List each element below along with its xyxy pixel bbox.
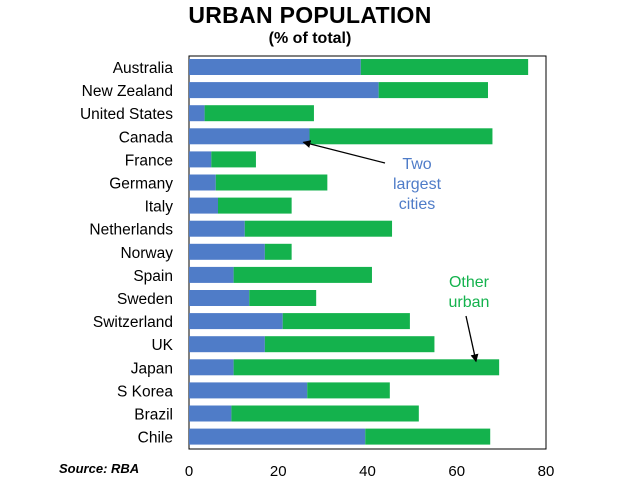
annotation-line: Two	[402, 156, 432, 173]
bar-other-urban	[309, 128, 493, 145]
bar-two-largest-cities	[189, 128, 310, 145]
bar-two-largest-cities	[189, 151, 212, 168]
annotation-line: largest	[392, 176, 442, 193]
category-label: Italy	[145, 199, 174, 216]
bar-two-largest-cities	[189, 313, 283, 330]
chart-subtitle: (% of total)	[268, 30, 352, 47]
annotation-arrow-canada	[302, 140, 386, 164]
bar-other-urban	[264, 243, 292, 260]
bar-other-urban	[233, 359, 500, 376]
x-tick-label: 80	[538, 463, 555, 480]
bar-two-largest-cities	[189, 243, 265, 260]
bar-two-largest-cities	[189, 82, 379, 99]
x-tick-label: 40	[359, 463, 376, 480]
bar-other-urban	[378, 82, 488, 99]
bar-other-urban	[307, 382, 390, 399]
bar-two-largest-cities	[189, 266, 234, 283]
annotation-line: urban	[448, 294, 490, 311]
bar-other-urban	[215, 174, 328, 191]
chart-title: URBAN POPULATION	[188, 2, 432, 28]
category-label: France	[125, 152, 173, 169]
bar-two-largest-cities	[189, 382, 308, 399]
category-label: Norway	[120, 245, 173, 262]
bar-two-largest-cities	[189, 336, 265, 353]
bar-other-urban	[204, 105, 314, 122]
bar-two-largest-cities	[189, 59, 361, 75]
category-label: Switzerland	[93, 314, 173, 331]
bar-two-largest-cities	[189, 405, 232, 422]
bar-other-urban	[264, 336, 435, 353]
category-label: Spain	[133, 268, 173, 285]
bar-two-largest-cities	[189, 290, 250, 306]
bar-other-urban	[365, 428, 491, 445]
annotation-line: Other	[448, 274, 489, 291]
x-tick-label: 20	[270, 463, 287, 480]
category-label: Chile	[138, 430, 173, 447]
category-label: Australia	[113, 60, 174, 77]
bar-two-largest-cities	[189, 428, 366, 445]
bar-two-largest-cities	[189, 359, 234, 376]
annotation-line: cities	[398, 196, 436, 213]
bar-other-urban	[211, 151, 256, 168]
category-label: UK	[151, 337, 173, 354]
category-label: New Zealand	[82, 83, 173, 100]
category-label: Sweden	[117, 291, 173, 308]
category-label: Germany	[109, 176, 173, 193]
bar-two-largest-cities	[189, 197, 219, 214]
x-tick-label: 60	[448, 463, 465, 480]
category-label: S Korea	[117, 383, 173, 400]
annotation-other-urban: Other urban	[432, 273, 506, 313]
bar-other-urban	[233, 266, 372, 283]
bar-other-urban	[218, 197, 292, 214]
bar-other-urban	[244, 220, 393, 237]
bar-other-urban	[282, 313, 410, 330]
bar-two-largest-cities	[189, 174, 216, 191]
category-label: Canada	[119, 129, 174, 146]
category-label: Netherlands	[89, 222, 173, 239]
bar-other-urban	[360, 59, 529, 75]
bar-two-largest-cities	[189, 220, 245, 237]
category-label: Brazil	[134, 407, 173, 424]
bar-two-largest-cities	[189, 105, 205, 122]
annotation-two-largest-cities: Two largest cities	[380, 155, 454, 215]
category-label: Japan	[131, 360, 173, 377]
bar-other-urban	[231, 405, 419, 422]
x-tick-label: 0	[185, 463, 193, 480]
category-label: United States	[80, 106, 173, 123]
bar-other-urban	[249, 290, 317, 306]
source-note: Source: RBA	[59, 461, 140, 476]
annotation-arrow-japan	[465, 315, 479, 363]
